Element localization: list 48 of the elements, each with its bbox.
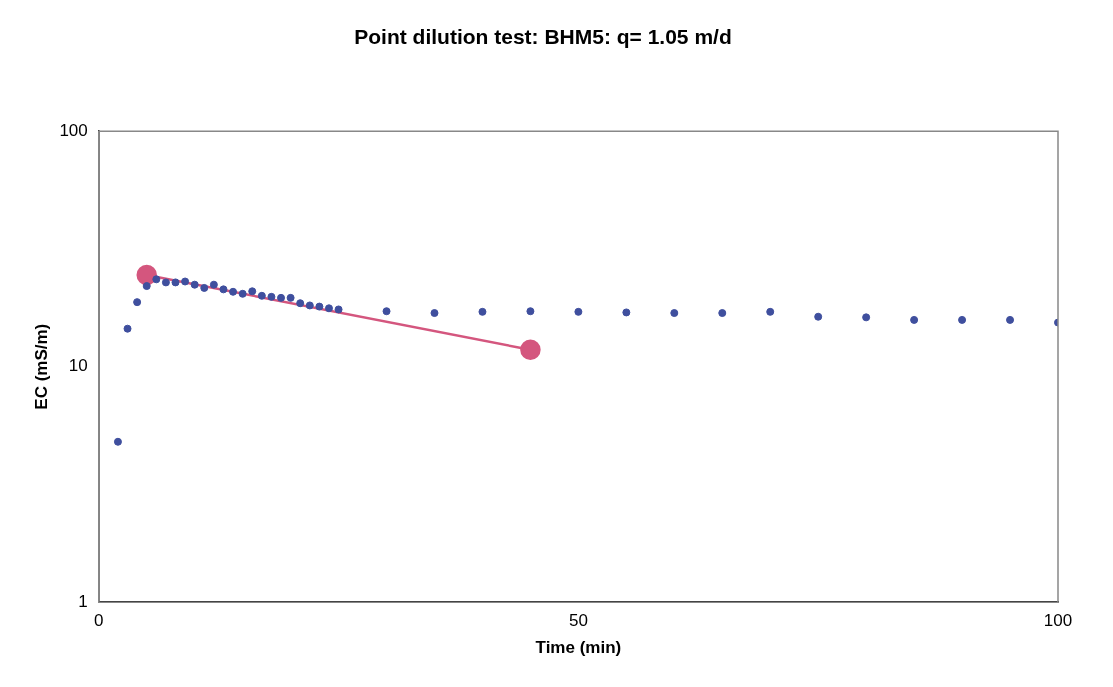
point xyxy=(113,437,122,446)
point xyxy=(161,278,170,287)
point xyxy=(229,287,238,296)
point xyxy=(622,308,631,317)
point xyxy=(267,292,276,301)
point xyxy=(478,307,487,316)
point xyxy=(257,291,266,300)
point xyxy=(430,309,439,318)
point xyxy=(277,293,286,302)
point xyxy=(305,301,314,310)
point xyxy=(123,324,132,333)
point xyxy=(382,307,391,316)
point xyxy=(181,277,190,286)
chart-title: Point dilution test: BHM5: q= 1.05 m/d xyxy=(354,25,732,49)
y-axis-title: EC (mS/m) xyxy=(31,323,51,410)
point xyxy=(766,307,775,316)
point xyxy=(286,293,295,302)
point xyxy=(324,304,333,313)
point xyxy=(200,283,209,292)
point xyxy=(248,287,257,296)
point xyxy=(133,298,142,307)
point xyxy=(171,278,180,287)
point xyxy=(910,315,919,324)
x-axis-title: Time (min) xyxy=(535,638,622,658)
point xyxy=(958,315,967,324)
point xyxy=(670,309,679,318)
point xyxy=(862,313,871,322)
point xyxy=(142,282,151,291)
x-tick-label: 100 xyxy=(1043,611,1073,631)
point xyxy=(574,307,583,316)
point xyxy=(219,285,228,294)
point xyxy=(315,302,324,311)
point xyxy=(1006,315,1015,324)
x-tick-label: 0 xyxy=(94,611,104,631)
point xyxy=(190,280,199,289)
point xyxy=(152,275,161,284)
y-tick-label: 10 xyxy=(68,356,88,376)
y-tick-label: 100 xyxy=(59,120,88,140)
point xyxy=(209,280,218,289)
point xyxy=(520,339,541,361)
point xyxy=(238,289,247,298)
point xyxy=(296,299,305,308)
point xyxy=(526,307,535,316)
x-tick-label: 50 xyxy=(568,611,588,631)
point xyxy=(814,312,823,321)
y-tick-label: 1 xyxy=(78,591,88,611)
point xyxy=(334,305,343,314)
point xyxy=(718,309,727,318)
